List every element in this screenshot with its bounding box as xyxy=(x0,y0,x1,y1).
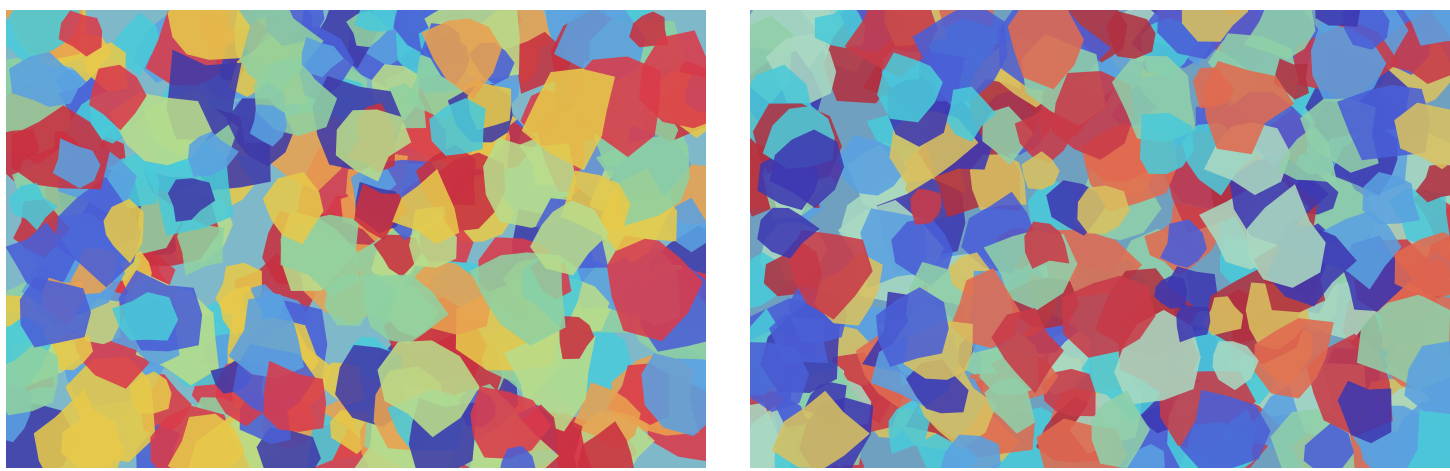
segment-region xyxy=(991,308,1064,394)
segment-region xyxy=(228,293,304,379)
segment-region xyxy=(58,10,103,57)
segment-region xyxy=(629,11,669,48)
segment-region xyxy=(1007,10,1084,90)
segment-region xyxy=(1202,61,1295,155)
segmentation-panel-left xyxy=(6,10,706,468)
segment-region xyxy=(263,360,327,432)
segment-region xyxy=(354,10,395,32)
segment-region xyxy=(1052,71,1134,160)
segment-region xyxy=(1154,276,1187,309)
segment-region xyxy=(103,198,144,264)
segment-region xyxy=(1403,10,1450,46)
segment-region xyxy=(1246,184,1326,288)
segment-region xyxy=(1176,304,1211,343)
segment-region xyxy=(559,316,595,360)
segment-region xyxy=(639,30,706,129)
segment-region xyxy=(1362,172,1420,225)
segment-region xyxy=(301,36,344,78)
segment-region xyxy=(469,252,566,346)
segment-region xyxy=(177,216,224,276)
segment-region xyxy=(52,138,101,189)
segment-region xyxy=(946,86,997,142)
segment-region xyxy=(757,207,820,259)
segment-region xyxy=(1243,10,1316,60)
segment-region xyxy=(1212,341,1259,391)
segment-region xyxy=(1394,232,1450,297)
segment-region xyxy=(429,98,486,156)
segment-region xyxy=(1337,380,1392,444)
segment-region xyxy=(769,129,845,208)
segment-region xyxy=(788,230,873,320)
segment-region xyxy=(1091,390,1150,468)
segment-region xyxy=(9,183,58,231)
segment-region xyxy=(910,188,942,225)
segment-region xyxy=(167,10,250,60)
segment-region xyxy=(1160,219,1207,268)
segment-region xyxy=(421,18,502,99)
segment-region xyxy=(1202,296,1244,336)
segment-region xyxy=(188,131,239,177)
segment-region xyxy=(262,171,324,245)
segment-region xyxy=(1042,368,1096,417)
segment-region xyxy=(1315,10,1361,27)
segment-region xyxy=(6,343,58,416)
segment-region xyxy=(89,64,147,131)
segment-region xyxy=(1320,211,1402,290)
segment-region xyxy=(19,277,91,348)
segment-region xyxy=(1254,318,1334,399)
segment-region xyxy=(1303,423,1354,468)
segment-region xyxy=(1181,10,1249,42)
segment-region xyxy=(1077,185,1130,235)
segment-region xyxy=(167,413,245,468)
segment-region xyxy=(60,410,122,468)
segmentation-panel-right xyxy=(750,10,1450,468)
segment-region xyxy=(1106,11,1156,59)
segment-region xyxy=(130,371,172,414)
segment-region xyxy=(354,183,409,241)
segment-region xyxy=(940,434,1001,468)
segment-region xyxy=(595,136,690,226)
segment-region xyxy=(521,68,616,171)
segment-region xyxy=(362,274,449,344)
segment-region xyxy=(500,445,536,468)
segment-region xyxy=(6,222,76,296)
segment-region xyxy=(876,287,949,367)
segment-region xyxy=(392,169,460,245)
segment-region xyxy=(249,104,287,147)
segment-region xyxy=(167,178,216,222)
segment-region xyxy=(577,421,634,468)
segment-region xyxy=(1179,389,1271,468)
segment-region xyxy=(1139,112,1195,174)
segment-region xyxy=(470,386,552,459)
segment-region xyxy=(530,200,609,276)
segment-region xyxy=(771,390,870,468)
segment-region xyxy=(1415,163,1450,203)
segment-region xyxy=(877,52,943,123)
segment-region xyxy=(641,344,706,437)
segment-region xyxy=(1394,102,1450,170)
segment-region xyxy=(335,109,412,182)
segment-region xyxy=(112,292,179,341)
segment-region xyxy=(1021,151,1060,190)
segment-region xyxy=(1125,443,1165,468)
segment-region xyxy=(1024,221,1070,269)
segment-region xyxy=(1273,58,1309,100)
segment-region xyxy=(982,106,1034,166)
segment-region xyxy=(606,235,703,342)
segment-region xyxy=(9,52,83,107)
segment-region xyxy=(1061,275,1156,358)
segment-region xyxy=(234,10,324,96)
segment-region xyxy=(1277,126,1338,183)
segment-region xyxy=(769,313,829,366)
segment-region xyxy=(1407,410,1450,468)
segment-region xyxy=(572,382,641,451)
segment-region xyxy=(888,400,935,454)
segment-region xyxy=(1404,341,1450,412)
segment-region xyxy=(377,340,480,438)
